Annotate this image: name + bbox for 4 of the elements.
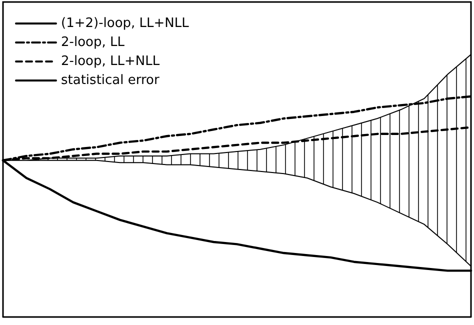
legend-label: (1+2)-loop, LL+NLL bbox=[61, 16, 190, 31]
legend-label: statistical error bbox=[61, 73, 160, 88]
legend-label: 2-loop, LL bbox=[61, 35, 126, 50]
legend-label: 2-loop, LL+NLL bbox=[61, 54, 160, 69]
